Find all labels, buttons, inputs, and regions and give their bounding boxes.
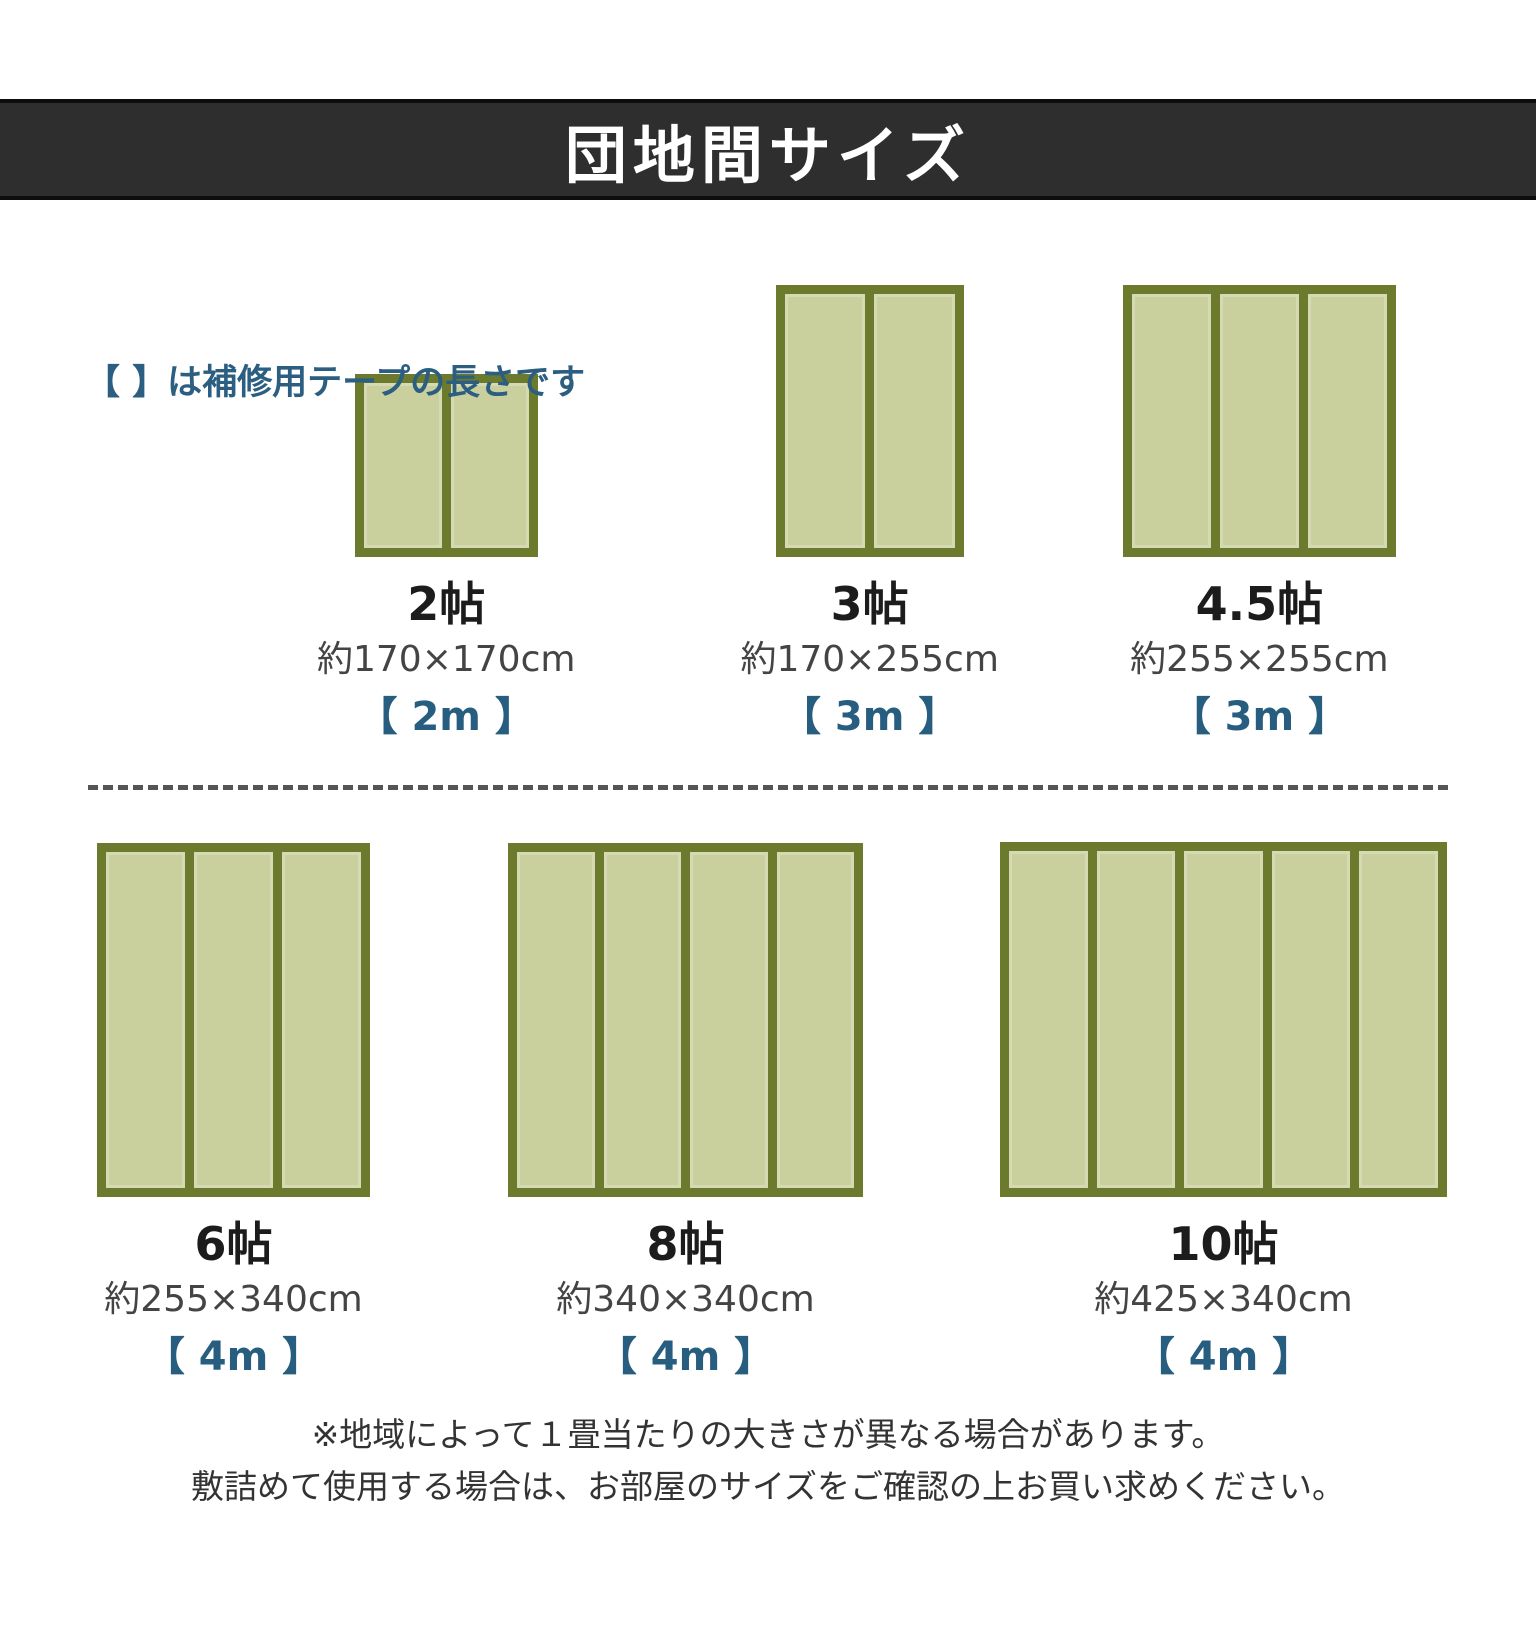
tape-length: 【 4m 】 — [596, 1334, 775, 1381]
tatami-mat-diagram — [775, 285, 964, 557]
size-card-10jo: 10帖 約425×340cm 【 4m 】 — [1000, 842, 1447, 1379]
size-dimensions: 約425×340cm — [1094, 1278, 1353, 1320]
size-dimensions: 約255×255cm — [1130, 638, 1389, 680]
tatami-panel — [363, 383, 442, 548]
size-label: 4.5帖 — [1195, 577, 1324, 631]
size-row-bottom: 6帖 約255×340cm 【 4m 】 8帖 約340×340cm 【 4m … — [0, 842, 1536, 1379]
tatami-panel — [1131, 294, 1211, 548]
size-dimensions: 約170×255cm — [740, 638, 999, 680]
tatami-panel — [1096, 851, 1176, 1189]
size-dimensions: 約170×170cm — [317, 638, 576, 680]
dashed-divider — [88, 785, 1448, 791]
tatami-panel — [450, 383, 529, 548]
footnote-room-size: 敷詰めて使用する場合は、お部屋のサイズをご確認の上お買い求めください。 — [190, 1466, 1345, 1506]
tape-length: 【 3m 】 — [780, 694, 959, 741]
tape-length: 【 3m 】 — [1170, 694, 1349, 741]
size-card-4-5jo: 4.5帖 約255×255cm 【 3m 】 — [1122, 283, 1396, 741]
tatami-panel — [106, 852, 185, 1189]
tatami-mat-diagram — [508, 843, 863, 1198]
tatami-panel — [517, 852, 595, 1189]
size-label: 10帖 — [1168, 1217, 1279, 1272]
tatami-panel — [1184, 851, 1263, 1189]
size-dimensions: 約340×340cm — [556, 1278, 815, 1320]
tape-length: 【 2m 】 — [357, 694, 535, 741]
tatami-panel — [1271, 851, 1351, 1189]
tatami-panel — [1009, 851, 1088, 1189]
tape-length: 【 4m 】 — [1134, 1334, 1313, 1381]
footnotes: ※地域によって１畳当たりの大きさが異なる場合があります。 敷詰めて使用する場合は… — [0, 1409, 1536, 1511]
footnote-region-size: ※地域によって１畳当たりの大きさが異なる場合があります。 — [311, 1415, 1225, 1455]
tape-length-note: 【 】は補修用テープの長さです — [85, 363, 586, 403]
tape-length: 【 4m 】 — [144, 1334, 323, 1381]
tatami-mat-diagram — [97, 843, 370, 1198]
size-label: 3帖 — [830, 577, 909, 631]
tatami-panel — [776, 852, 854, 1189]
size-card-6jo: 6帖 約255×340cm 【 4m 】 — [97, 842, 370, 1379]
tatami-mat-diagram — [1122, 285, 1396, 557]
size-row-top: 2帖 約170×170cm 【 2m 】 3帖 約170×255cm 【 3m … — [0, 283, 1536, 739]
tatami-panel — [1359, 851, 1438, 1189]
tatami-panel — [603, 852, 681, 1189]
tatami-panel — [874, 294, 955, 548]
size-label: 8帖 — [646, 1217, 725, 1272]
size-label: 6帖 — [194, 1217, 273, 1272]
tatami-mat-diagram — [354, 374, 538, 557]
page-title: 団地間サイズ — [564, 118, 972, 192]
size-card-8jo: 8帖 約340×340cm 【 4m 】 — [508, 842, 863, 1379]
tatami-panel — [282, 852, 361, 1189]
tatami-panel — [784, 294, 866, 548]
size-dimensions: 約255×340cm — [104, 1278, 363, 1320]
size-label: 2帖 — [407, 577, 486, 631]
tatami-panel — [690, 852, 768, 1189]
header-bar: 団地間サイズ — [0, 99, 1536, 200]
size-card-2jo: 2帖 約170×170cm 【 2m 】 — [317, 283, 575, 739]
tatami-panel — [1219, 294, 1299, 548]
size-card-3jo: 3帖 約170×255cm 【 3m 】 — [740, 283, 999, 741]
tatami-panel — [1307, 294, 1387, 548]
tatami-panel — [194, 852, 273, 1189]
tatami-mat-diagram — [1000, 842, 1447, 1198]
